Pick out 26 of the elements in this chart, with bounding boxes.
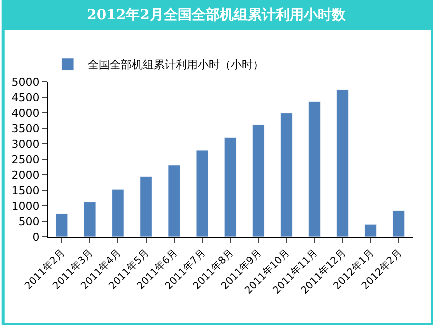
bar xyxy=(168,165,180,237)
legend-label: 全国全部机组累计利用小时（小时） xyxy=(88,58,264,72)
bar xyxy=(84,202,96,237)
bar xyxy=(224,138,237,237)
bar xyxy=(308,102,321,237)
bar xyxy=(112,189,124,237)
bar xyxy=(252,124,265,237)
y-tick-label: 2000 xyxy=(12,168,40,182)
y-tick-label: 1000 xyxy=(12,200,40,213)
y-tick-label: 5000 xyxy=(12,76,40,89)
y-tick-label: 500 xyxy=(18,215,40,228)
y-tick-label: 3000 xyxy=(12,138,40,151)
bar xyxy=(140,176,152,237)
y-tick-label: 2500 xyxy=(12,153,40,166)
bar xyxy=(364,224,378,237)
bar xyxy=(196,150,209,237)
y-tick-label: 4000 xyxy=(12,106,40,120)
bar xyxy=(336,90,349,237)
chart-title: 2012年2月全国全部机组累计利用小时数 xyxy=(87,6,347,24)
y-tick-label: 1500 xyxy=(12,184,40,198)
bar xyxy=(392,210,406,237)
bar xyxy=(280,113,293,237)
y-tick-label: 3500 xyxy=(12,122,40,136)
bar xyxy=(56,214,68,237)
y-tick-label: 4500 xyxy=(12,91,40,104)
y-tick-label: 0 xyxy=(32,230,40,244)
